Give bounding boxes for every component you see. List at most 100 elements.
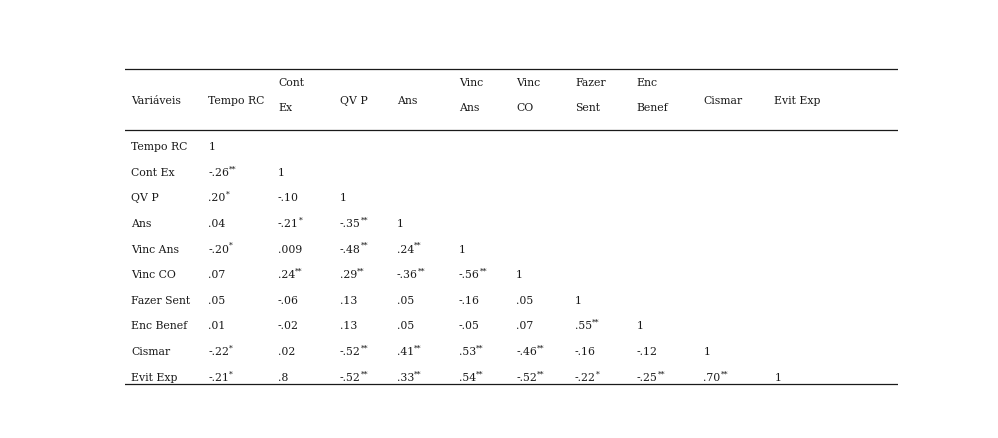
Text: -.22: -.22 [209, 347, 230, 357]
Text: .41: .41 [397, 347, 414, 357]
Text: Evit Exp: Evit Exp [131, 373, 178, 383]
Text: -.52: -.52 [339, 373, 360, 383]
Text: .8: .8 [277, 373, 288, 383]
Text: CO: CO [516, 103, 533, 113]
Text: Evit Exp: Evit Exp [774, 95, 821, 106]
Text: -.56: -.56 [459, 270, 480, 280]
Text: .29: .29 [339, 270, 357, 280]
Text: Cismar: Cismar [704, 95, 743, 106]
Text: **: ** [476, 345, 484, 353]
Text: 1: 1 [637, 321, 644, 332]
Text: -.36: -.36 [397, 270, 418, 280]
Text: **: ** [360, 345, 368, 353]
Text: -.16: -.16 [575, 347, 596, 357]
Text: .07: .07 [209, 270, 226, 280]
Text: Fazer: Fazer [575, 78, 606, 88]
Text: **: ** [360, 242, 368, 250]
Text: **: ** [418, 268, 425, 276]
Text: .02: .02 [277, 347, 295, 357]
Text: Vinc: Vinc [516, 78, 540, 88]
Text: .54: .54 [459, 373, 476, 383]
Text: -.20: -.20 [209, 244, 230, 254]
Text: **: ** [476, 370, 483, 378]
Text: .53: .53 [459, 347, 476, 357]
Text: -.35: -.35 [339, 219, 360, 229]
Text: -.21: -.21 [277, 219, 298, 229]
Text: -.46: -.46 [516, 347, 537, 357]
Text: *: * [226, 191, 230, 199]
Text: 1: 1 [339, 193, 346, 203]
Text: **: ** [658, 370, 665, 378]
Text: **: ** [414, 242, 422, 250]
Text: QV P: QV P [131, 193, 159, 203]
Text: -.52: -.52 [516, 373, 537, 383]
Text: 1: 1 [459, 244, 466, 254]
Text: 1: 1 [516, 270, 523, 280]
Text: 1: 1 [209, 142, 216, 152]
Text: .20: .20 [209, 193, 226, 203]
Text: -.16: -.16 [459, 296, 480, 306]
Text: **: ** [414, 370, 422, 378]
Text: **: ** [721, 370, 728, 378]
Text: .24: .24 [397, 244, 414, 254]
Text: 1: 1 [575, 296, 582, 306]
Text: Ans: Ans [397, 95, 417, 106]
Text: **: ** [414, 345, 422, 353]
Text: **: ** [537, 370, 545, 378]
Text: .04: .04 [209, 219, 226, 229]
Text: .009: .009 [277, 244, 302, 254]
Text: -.02: -.02 [277, 321, 298, 332]
Text: Enc Benef: Enc Benef [131, 321, 188, 332]
Text: QV P: QV P [339, 95, 367, 106]
Text: Fazer Sent: Fazer Sent [131, 296, 190, 306]
Text: *: * [230, 242, 233, 250]
Text: -.48: -.48 [339, 244, 360, 254]
Text: -.06: -.06 [277, 296, 298, 306]
Text: -.52: -.52 [339, 347, 360, 357]
Text: Ans: Ans [459, 103, 479, 113]
Text: **: ** [480, 268, 487, 276]
Text: Ex: Ex [277, 103, 292, 113]
Text: .33: .33 [397, 373, 414, 383]
Text: -.10: -.10 [277, 193, 298, 203]
Text: -.05: -.05 [459, 321, 480, 332]
Text: Cismar: Cismar [131, 347, 170, 357]
Text: .05: .05 [397, 296, 414, 306]
Text: 1: 1 [704, 347, 711, 357]
Text: **: ** [357, 268, 364, 276]
Text: **: ** [360, 370, 368, 378]
Text: .05: .05 [516, 296, 533, 306]
Text: Variáveis: Variáveis [131, 95, 181, 106]
Text: Enc: Enc [637, 78, 658, 88]
Text: *: * [298, 216, 302, 224]
Text: *: * [596, 370, 600, 378]
Text: **: ** [592, 319, 600, 327]
Text: Vinc CO: Vinc CO [131, 270, 176, 280]
Text: 1: 1 [774, 373, 781, 383]
Text: Cont: Cont [277, 78, 304, 88]
Text: Sent: Sent [575, 103, 600, 113]
Text: .07: .07 [516, 321, 533, 332]
Text: .24: .24 [277, 270, 295, 280]
Text: .70: .70 [704, 373, 721, 383]
Text: .05: .05 [209, 296, 226, 306]
Text: *: * [230, 370, 233, 378]
Text: 1: 1 [277, 168, 284, 178]
Text: **: ** [230, 165, 237, 173]
Text: .05: .05 [397, 321, 414, 332]
Text: Ans: Ans [131, 219, 152, 229]
Text: Tempo RC: Tempo RC [131, 142, 188, 152]
Text: *: * [230, 345, 233, 353]
Text: -.12: -.12 [637, 347, 658, 357]
Text: **: ** [295, 268, 302, 276]
Text: Vinc: Vinc [459, 78, 483, 88]
Text: Tempo RC: Tempo RC [209, 95, 264, 106]
Text: Cont Ex: Cont Ex [131, 168, 175, 178]
Text: Vinc Ans: Vinc Ans [131, 244, 179, 254]
Text: -.21: -.21 [209, 373, 230, 383]
Text: **: ** [537, 345, 545, 353]
Text: .55: .55 [575, 321, 592, 332]
Text: **: ** [360, 216, 368, 224]
Text: .01: .01 [209, 321, 226, 332]
Text: Benef: Benef [637, 103, 669, 113]
